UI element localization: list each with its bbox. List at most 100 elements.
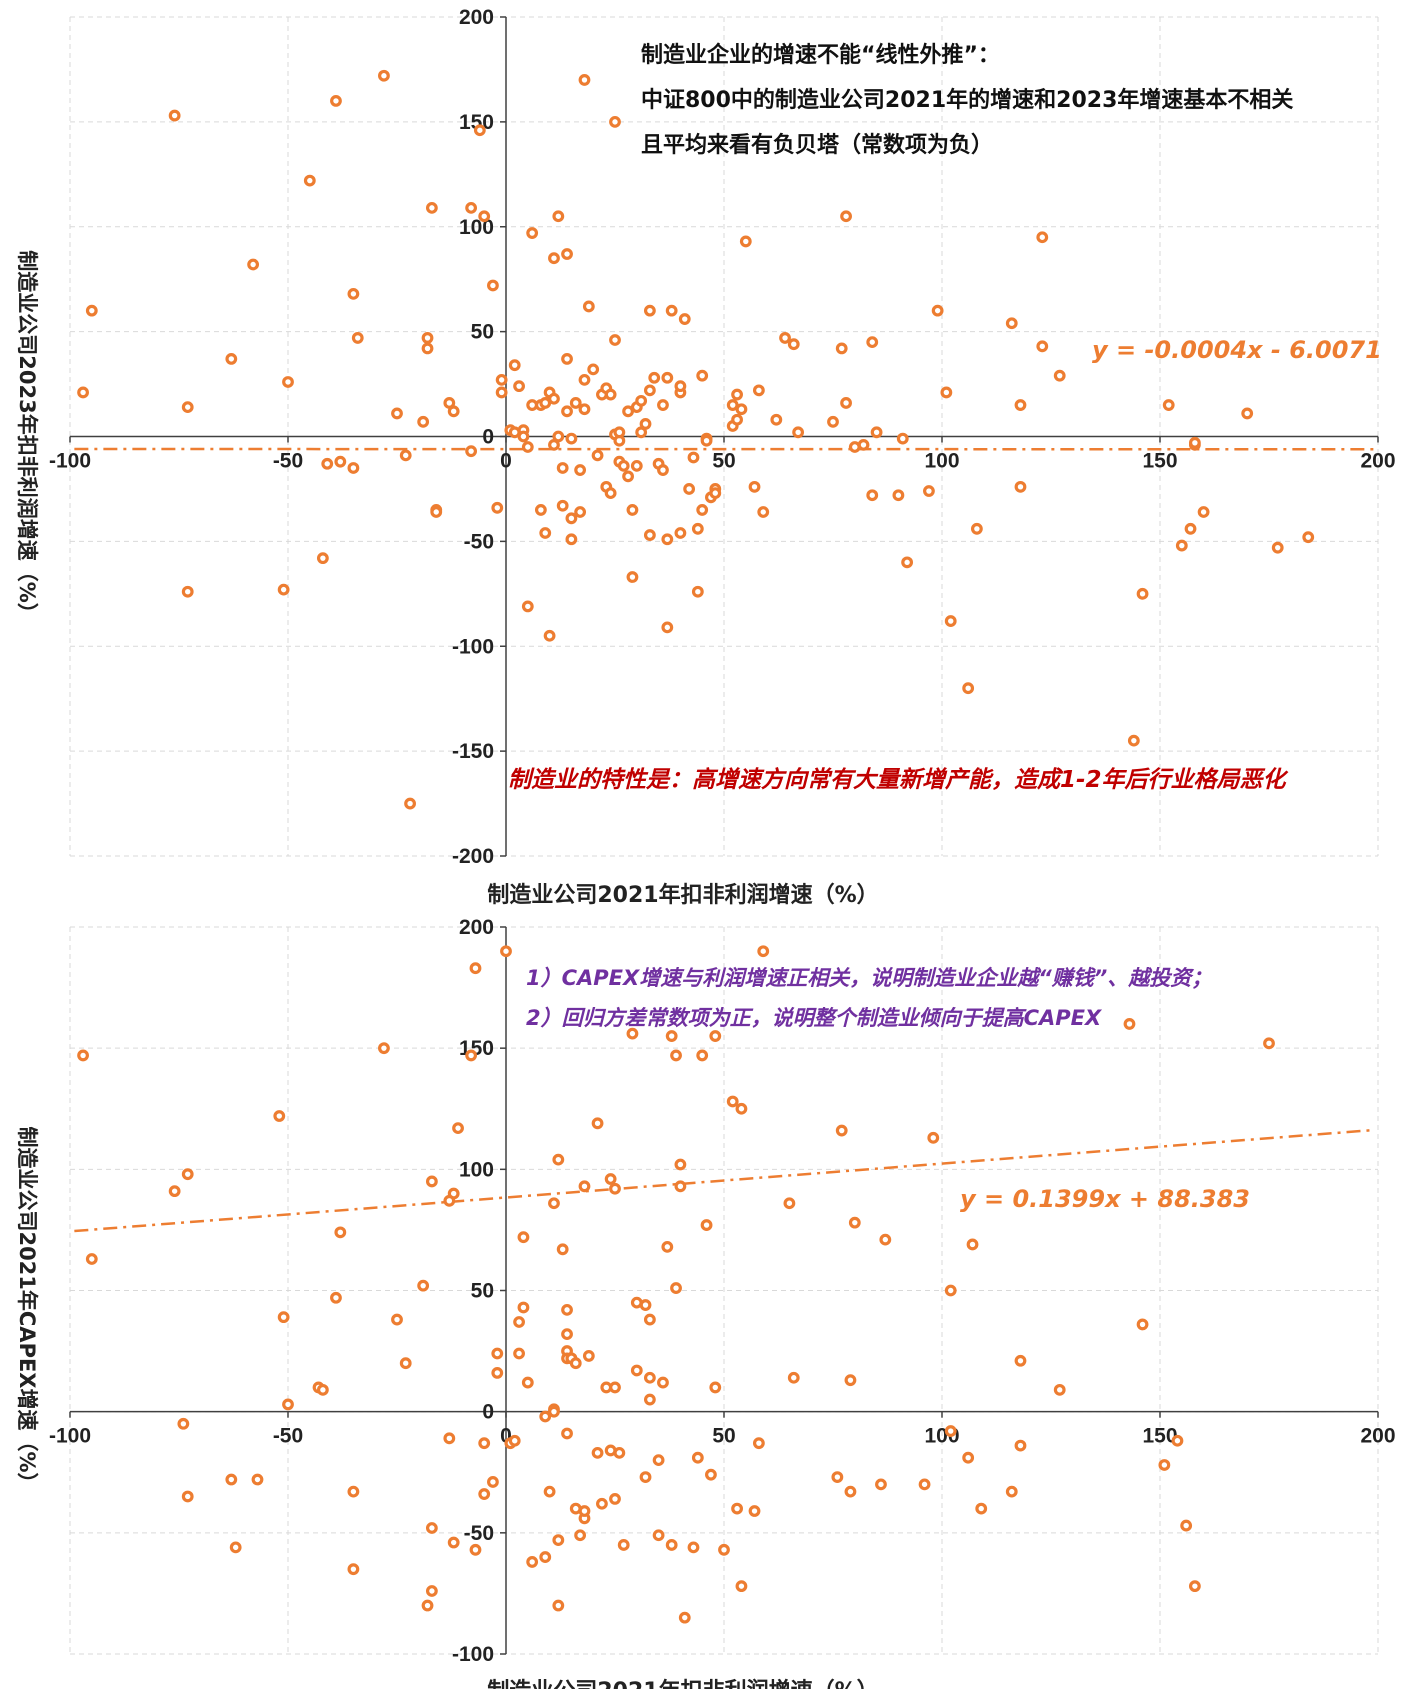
data-point <box>665 1030 678 1042</box>
data-point <box>700 434 713 447</box>
data-point <box>657 464 669 476</box>
data-point <box>443 397 456 409</box>
data-point <box>1158 1459 1171 1471</box>
data-point <box>177 1417 190 1430</box>
data-point <box>683 483 696 495</box>
data-point <box>469 962 482 975</box>
y-tick-label: 200 <box>459 6 494 29</box>
data-point <box>543 629 556 642</box>
data-point <box>735 1102 748 1115</box>
data-point <box>1302 531 1315 544</box>
data-point <box>508 1434 521 1447</box>
x-tick-label: -50 <box>273 1425 303 1448</box>
data-point <box>561 1303 573 1316</box>
data-point <box>848 1216 861 1229</box>
data-point <box>613 1446 626 1459</box>
data-point <box>578 74 591 86</box>
data-point <box>630 1364 643 1377</box>
data-point <box>1171 1434 1184 1447</box>
data-point <box>443 1194 456 1207</box>
data-point <box>691 522 704 535</box>
data-point <box>430 506 443 518</box>
y-tick-label: 0 <box>482 1401 494 1424</box>
data-point <box>473 124 486 137</box>
x-tick-label: -100 <box>49 1425 91 1448</box>
data-point <box>622 470 634 483</box>
data-point <box>491 1366 504 1379</box>
data-point <box>543 1485 556 1498</box>
data-point <box>731 1502 743 1515</box>
y-tick-label: 50 <box>471 1280 494 1303</box>
data-point <box>85 1253 98 1265</box>
data-point <box>661 371 674 384</box>
data-point <box>181 1168 194 1181</box>
x-tick-label: 200 <box>1360 450 1395 473</box>
data-point <box>696 504 709 516</box>
data-point <box>225 1473 238 1486</box>
data-point <box>896 432 909 445</box>
data-point <box>604 1173 617 1185</box>
data-point <box>478 1437 491 1450</box>
data-point <box>726 399 739 411</box>
data-point <box>548 1405 560 1418</box>
data-point <box>609 1381 621 1394</box>
data-point <box>652 1529 665 1542</box>
axes <box>69 16 1379 857</box>
data-point <box>552 1599 565 1612</box>
data-point <box>944 1284 957 1297</box>
data-point <box>931 304 944 317</box>
data-point <box>526 1556 539 1568</box>
data-point <box>875 1478 887 1491</box>
data-point <box>792 426 805 439</box>
data-point <box>962 682 975 695</box>
data-point <box>425 1585 438 1597</box>
data-point <box>591 1117 604 1130</box>
data-point <box>334 455 347 468</box>
data-point <box>835 342 848 355</box>
data-point <box>678 313 691 325</box>
data-point <box>844 1485 857 1498</box>
x-tick-label: 50 <box>712 450 735 473</box>
data-point <box>552 210 565 223</box>
data-point <box>604 487 617 500</box>
data-point <box>561 1427 573 1440</box>
y-tick-label: -50 <box>464 530 494 553</box>
data-point <box>718 1543 730 1556</box>
data-point <box>1180 1519 1193 1532</box>
data-point <box>378 1042 390 1055</box>
data-point <box>1036 340 1049 353</box>
data-point <box>783 1197 796 1210</box>
data-point <box>574 464 587 476</box>
data-point <box>687 1541 700 1554</box>
data-point <box>652 1454 665 1467</box>
data-point <box>552 1534 565 1547</box>
trendline <box>74 1128 1374 1233</box>
data-point <box>251 1473 264 1486</box>
data-point <box>452 1122 464 1135</box>
data-point <box>399 1357 412 1370</box>
data-point <box>643 1393 656 1406</box>
data-point <box>574 1529 587 1542</box>
data-point <box>604 388 617 401</box>
data-point <box>578 1180 591 1193</box>
data-point <box>779 332 791 344</box>
data-point <box>561 405 573 418</box>
data-point <box>587 363 600 376</box>
data-point <box>417 1279 430 1292</box>
data-point <box>748 480 761 493</box>
data-point <box>548 252 560 265</box>
data-point <box>526 227 539 239</box>
data-point <box>643 304 656 317</box>
data-point <box>77 1049 89 1062</box>
data-point <box>478 1488 491 1500</box>
data-point <box>643 384 656 397</box>
data-point <box>757 506 770 518</box>
x-tick-label: -50 <box>273 450 303 473</box>
data-point <box>1005 317 1018 330</box>
data-point <box>966 1238 979 1251</box>
data-point <box>674 527 687 539</box>
data-point <box>334 1226 347 1239</box>
data-point <box>1197 506 1210 518</box>
data-point <box>561 1328 573 1341</box>
